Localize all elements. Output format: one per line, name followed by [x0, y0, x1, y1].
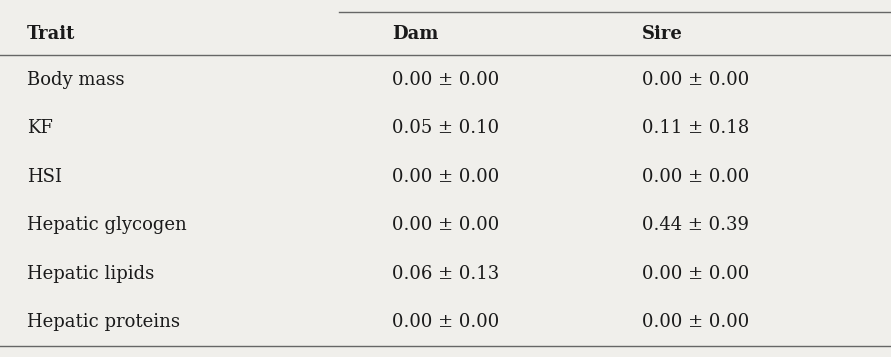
Text: 0.00 ± 0.00: 0.00 ± 0.00 — [642, 167, 748, 186]
Text: 0.00 ± 0.00: 0.00 ± 0.00 — [642, 265, 748, 282]
Text: Sire: Sire — [642, 25, 683, 43]
Text: 0.00 ± 0.00: 0.00 ± 0.00 — [392, 71, 499, 89]
Text: Hepatic lipids: Hepatic lipids — [27, 265, 154, 282]
Text: 0.00 ± 0.00: 0.00 ± 0.00 — [642, 313, 748, 331]
Text: Body mass: Body mass — [27, 71, 124, 89]
Text: 0.00 ± 0.00: 0.00 ± 0.00 — [642, 71, 748, 89]
Text: 0.05 ± 0.10: 0.05 ± 0.10 — [392, 119, 499, 137]
Text: HSI: HSI — [27, 167, 61, 186]
Text: Dam: Dam — [392, 25, 438, 43]
Text: 0.00 ± 0.00: 0.00 ± 0.00 — [392, 216, 499, 234]
Text: Trait: Trait — [27, 25, 75, 43]
Text: 0.44 ± 0.39: 0.44 ± 0.39 — [642, 216, 748, 234]
Text: 0.00 ± 0.00: 0.00 ± 0.00 — [392, 313, 499, 331]
Text: 0.00 ± 0.00: 0.00 ± 0.00 — [392, 167, 499, 186]
Text: 0.06 ± 0.13: 0.06 ± 0.13 — [392, 265, 499, 282]
Text: 0.11 ± 0.18: 0.11 ± 0.18 — [642, 119, 748, 137]
Text: Hepatic proteins: Hepatic proteins — [27, 313, 180, 331]
Text: KF: KF — [27, 119, 53, 137]
Text: Hepatic glycogen: Hepatic glycogen — [27, 216, 186, 234]
